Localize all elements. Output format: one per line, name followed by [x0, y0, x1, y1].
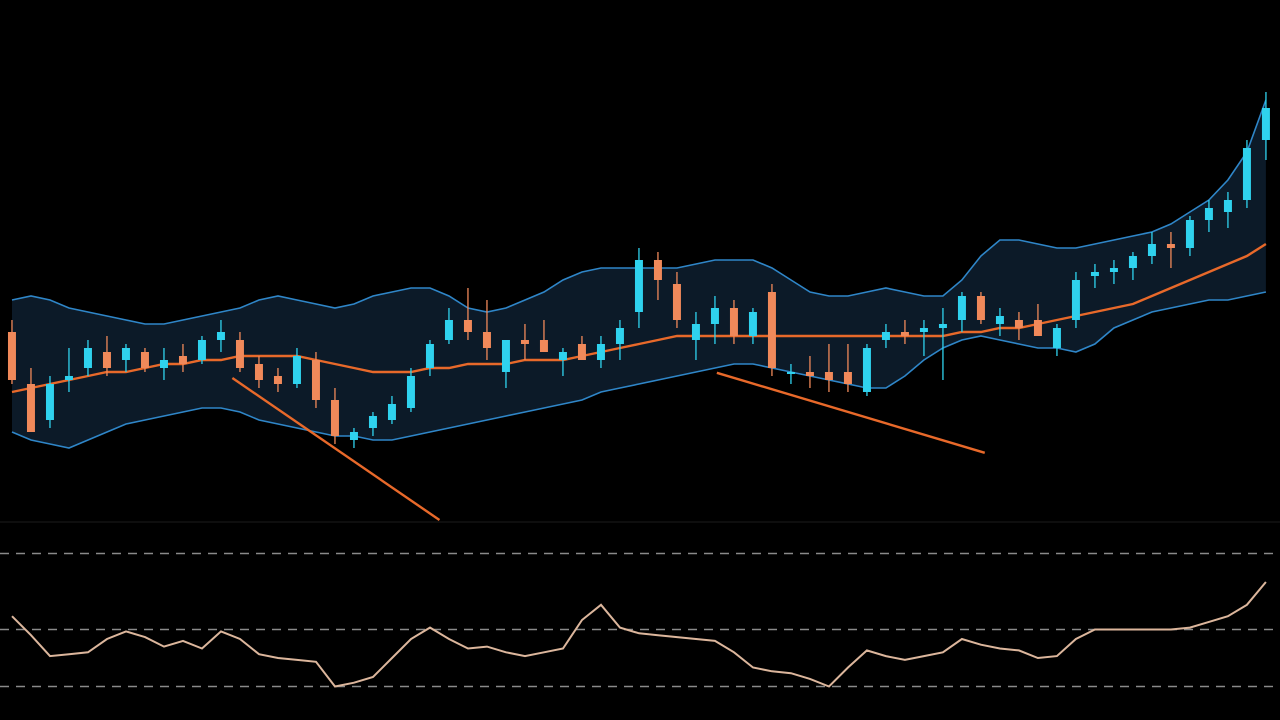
candle-body [216, 332, 225, 340]
candle-body [691, 324, 700, 340]
candle-body [653, 260, 662, 280]
candle-body [1090, 272, 1099, 276]
candle-body [634, 260, 643, 312]
candle-body [1223, 200, 1232, 212]
candle-body [558, 352, 567, 360]
candle-body [862, 348, 871, 392]
candle-body [292, 356, 301, 384]
candle-body [368, 416, 377, 428]
candle-body [539, 340, 548, 352]
candle-body [1033, 320, 1042, 336]
candle-body [672, 284, 681, 320]
candle-body [729, 308, 738, 336]
candle-body [197, 340, 206, 360]
candle-body [254, 364, 263, 380]
candle-body [102, 352, 111, 368]
candle-body [767, 292, 776, 368]
candle-body [45, 384, 54, 420]
candle-body [7, 332, 16, 380]
candle-body [710, 308, 719, 324]
oscillator-line [11, 581, 1267, 688]
candle-body [444, 320, 453, 340]
candle-body [178, 356, 187, 364]
candle-body [406, 376, 415, 408]
candle-body [1242, 148, 1251, 200]
candle-body [330, 400, 339, 436]
candle-body [140, 352, 149, 368]
candle-body [957, 296, 966, 320]
candle-body [938, 324, 947, 328]
candle-body [1071, 280, 1080, 320]
candle-body [1147, 244, 1156, 256]
candle-body [463, 320, 472, 332]
candle-body [615, 328, 624, 344]
candle-body [824, 372, 833, 380]
candle-body [1014, 320, 1023, 328]
candle-body [881, 332, 890, 340]
candle-body [596, 344, 605, 360]
candle-body [83, 348, 92, 368]
candle-body [1261, 108, 1270, 140]
candle-body [1128, 256, 1137, 268]
candle-body [349, 432, 358, 440]
candle-body [482, 332, 491, 348]
trendline [231, 377, 441, 521]
candle-body [1052, 328, 1061, 348]
candle-body [520, 340, 529, 344]
candle-body [1109, 268, 1118, 272]
candle-body [64, 376, 73, 380]
candle-body [273, 376, 282, 384]
candle-body [235, 340, 244, 368]
candle-body [1166, 244, 1175, 248]
candle-body [1185, 220, 1194, 248]
candle-body [919, 328, 928, 332]
candle-body [311, 360, 320, 400]
candle-body [121, 348, 130, 360]
candle-body [26, 384, 35, 432]
candle-body [387, 404, 396, 420]
trendline [716, 371, 986, 454]
candle-body [425, 344, 434, 368]
candle-body [748, 312, 757, 336]
candle-body [900, 332, 909, 336]
candle-body [843, 372, 852, 384]
candle-body [577, 344, 586, 360]
candle-body [159, 360, 168, 368]
candle-body [805, 372, 814, 376]
candle-body [1204, 208, 1213, 220]
candle-body [786, 372, 795, 374]
candle-body [501, 340, 510, 372]
candle-body [976, 296, 985, 320]
band-middle [11, 242, 1267, 394]
candle-body [995, 316, 1004, 324]
